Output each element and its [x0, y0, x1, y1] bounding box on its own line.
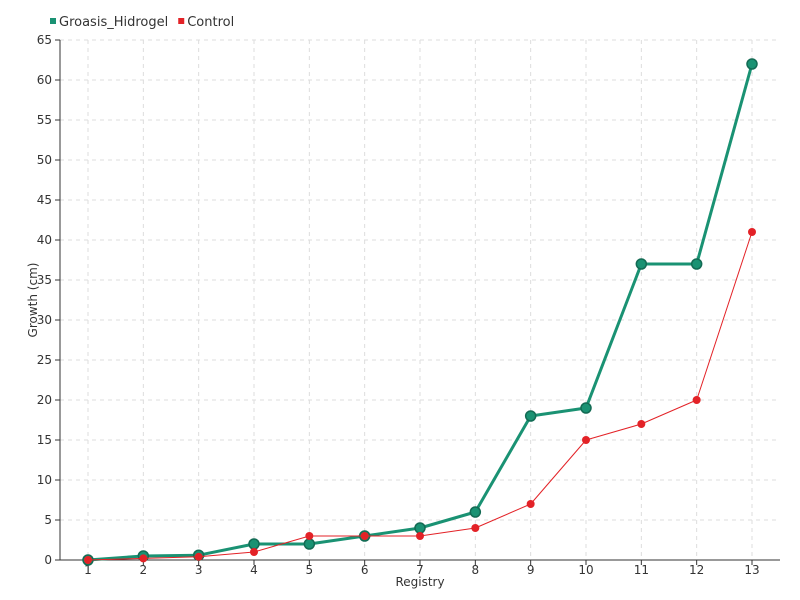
legend-item: Control — [178, 15, 234, 30]
x-tick-label: 2 — [140, 563, 148, 577]
series — [82, 58, 758, 566]
y-tick-label: 60 — [37, 73, 52, 87]
data-point — [580, 402, 592, 414]
x-tick-label: 5 — [306, 563, 314, 577]
data-point — [84, 556, 92, 564]
data-point — [746, 58, 758, 70]
y-tick-label: 25 — [37, 353, 52, 367]
data-point — [139, 554, 148, 563]
data-point — [360, 532, 369, 540]
x-tick-label: 12 — [689, 563, 704, 577]
x-tick-label: 7 — [416, 563, 424, 577]
y-tick-label: 65 — [37, 33, 52, 47]
grid — [60, 39, 780, 560]
y-tick-label: 40 — [37, 233, 52, 247]
data-point — [194, 552, 203, 561]
legend-swatch — [178, 18, 185, 24]
legend-swatch — [50, 18, 56, 24]
data-point — [748, 228, 756, 236]
y-axis-title: Growth (cm) — [26, 263, 40, 338]
x-tick-label: 4 — [250, 563, 258, 577]
data-point — [305, 532, 314, 540]
y-tick-label: 35 — [37, 273, 52, 287]
x-tick-label: 13 — [744, 563, 759, 577]
y-tick-label: 30 — [37, 313, 52, 327]
legend: Groasis_Hidrogel Control — [50, 15, 234, 30]
x-tick-label: 9 — [527, 563, 535, 577]
x-tick-label: 10 — [578, 563, 593, 577]
data-point — [248, 538, 260, 550]
data-point — [414, 522, 426, 534]
x-tick-label: 11 — [634, 563, 649, 577]
data-point — [526, 500, 535, 508]
data-point — [250, 548, 258, 556]
y-tick-label: 20 — [37, 393, 52, 407]
data-point — [524, 410, 537, 422]
x-tick-label: 8 — [472, 563, 480, 577]
x-axis-title: Registry — [395, 575, 444, 589]
data-point — [692, 396, 701, 404]
y-tick-label: 10 — [37, 473, 52, 487]
data-point — [637, 420, 646, 428]
y-tick-label: 0 — [44, 553, 52, 567]
legend-label: Control — [187, 15, 234, 30]
y-tick-label: 45 — [37, 193, 52, 207]
data-point — [303, 538, 316, 550]
data-point — [469, 506, 482, 518]
data-point — [582, 436, 590, 444]
x-tick-label: 3 — [195, 563, 203, 577]
x-tick-label: 1 — [84, 563, 92, 577]
data-point — [471, 524, 480, 532]
series-control — [84, 228, 756, 564]
y-tick-label: 55 — [37, 113, 52, 127]
y-tick-label: 5 — [44, 513, 52, 527]
data-point — [416, 532, 424, 540]
legend-label: Groasis_Hidrogel — [59, 15, 168, 30]
x-tick-label: 6 — [361, 563, 369, 577]
data-point — [635, 258, 648, 270]
y-tick-label: 15 — [37, 433, 52, 447]
legend-item: Groasis_Hidrogel — [50, 15, 168, 30]
data-point — [690, 258, 703, 270]
y-tick-label: 50 — [37, 153, 52, 167]
